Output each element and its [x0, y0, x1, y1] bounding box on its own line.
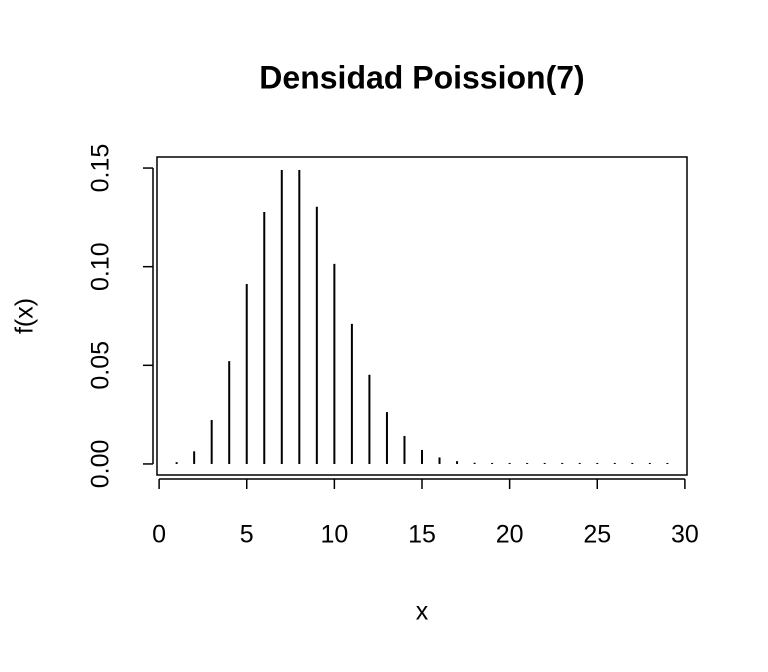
x-tick-label: 5	[240, 521, 254, 549]
chart-title: Densidad Poission(7)	[259, 59, 584, 95]
x-tick-label: 10	[320, 521, 348, 549]
x-tick-label: 30	[671, 521, 699, 549]
x-tick-label: 15	[408, 521, 436, 549]
y-axis-label: f(x)	[11, 298, 39, 334]
y-tick-label: 0.10	[87, 242, 115, 291]
x-tick-label: 0	[152, 521, 166, 549]
y-tick-label: 0.05	[87, 341, 115, 390]
x-tick-label: 20	[496, 521, 524, 549]
plot-frame	[156, 156, 688, 476]
y-tick-label: 0.00	[87, 440, 115, 489]
y-tick-label: 0.15	[87, 144, 115, 193]
x-axis-label: x	[416, 598, 429, 626]
x-tick-label: 25	[583, 521, 611, 549]
